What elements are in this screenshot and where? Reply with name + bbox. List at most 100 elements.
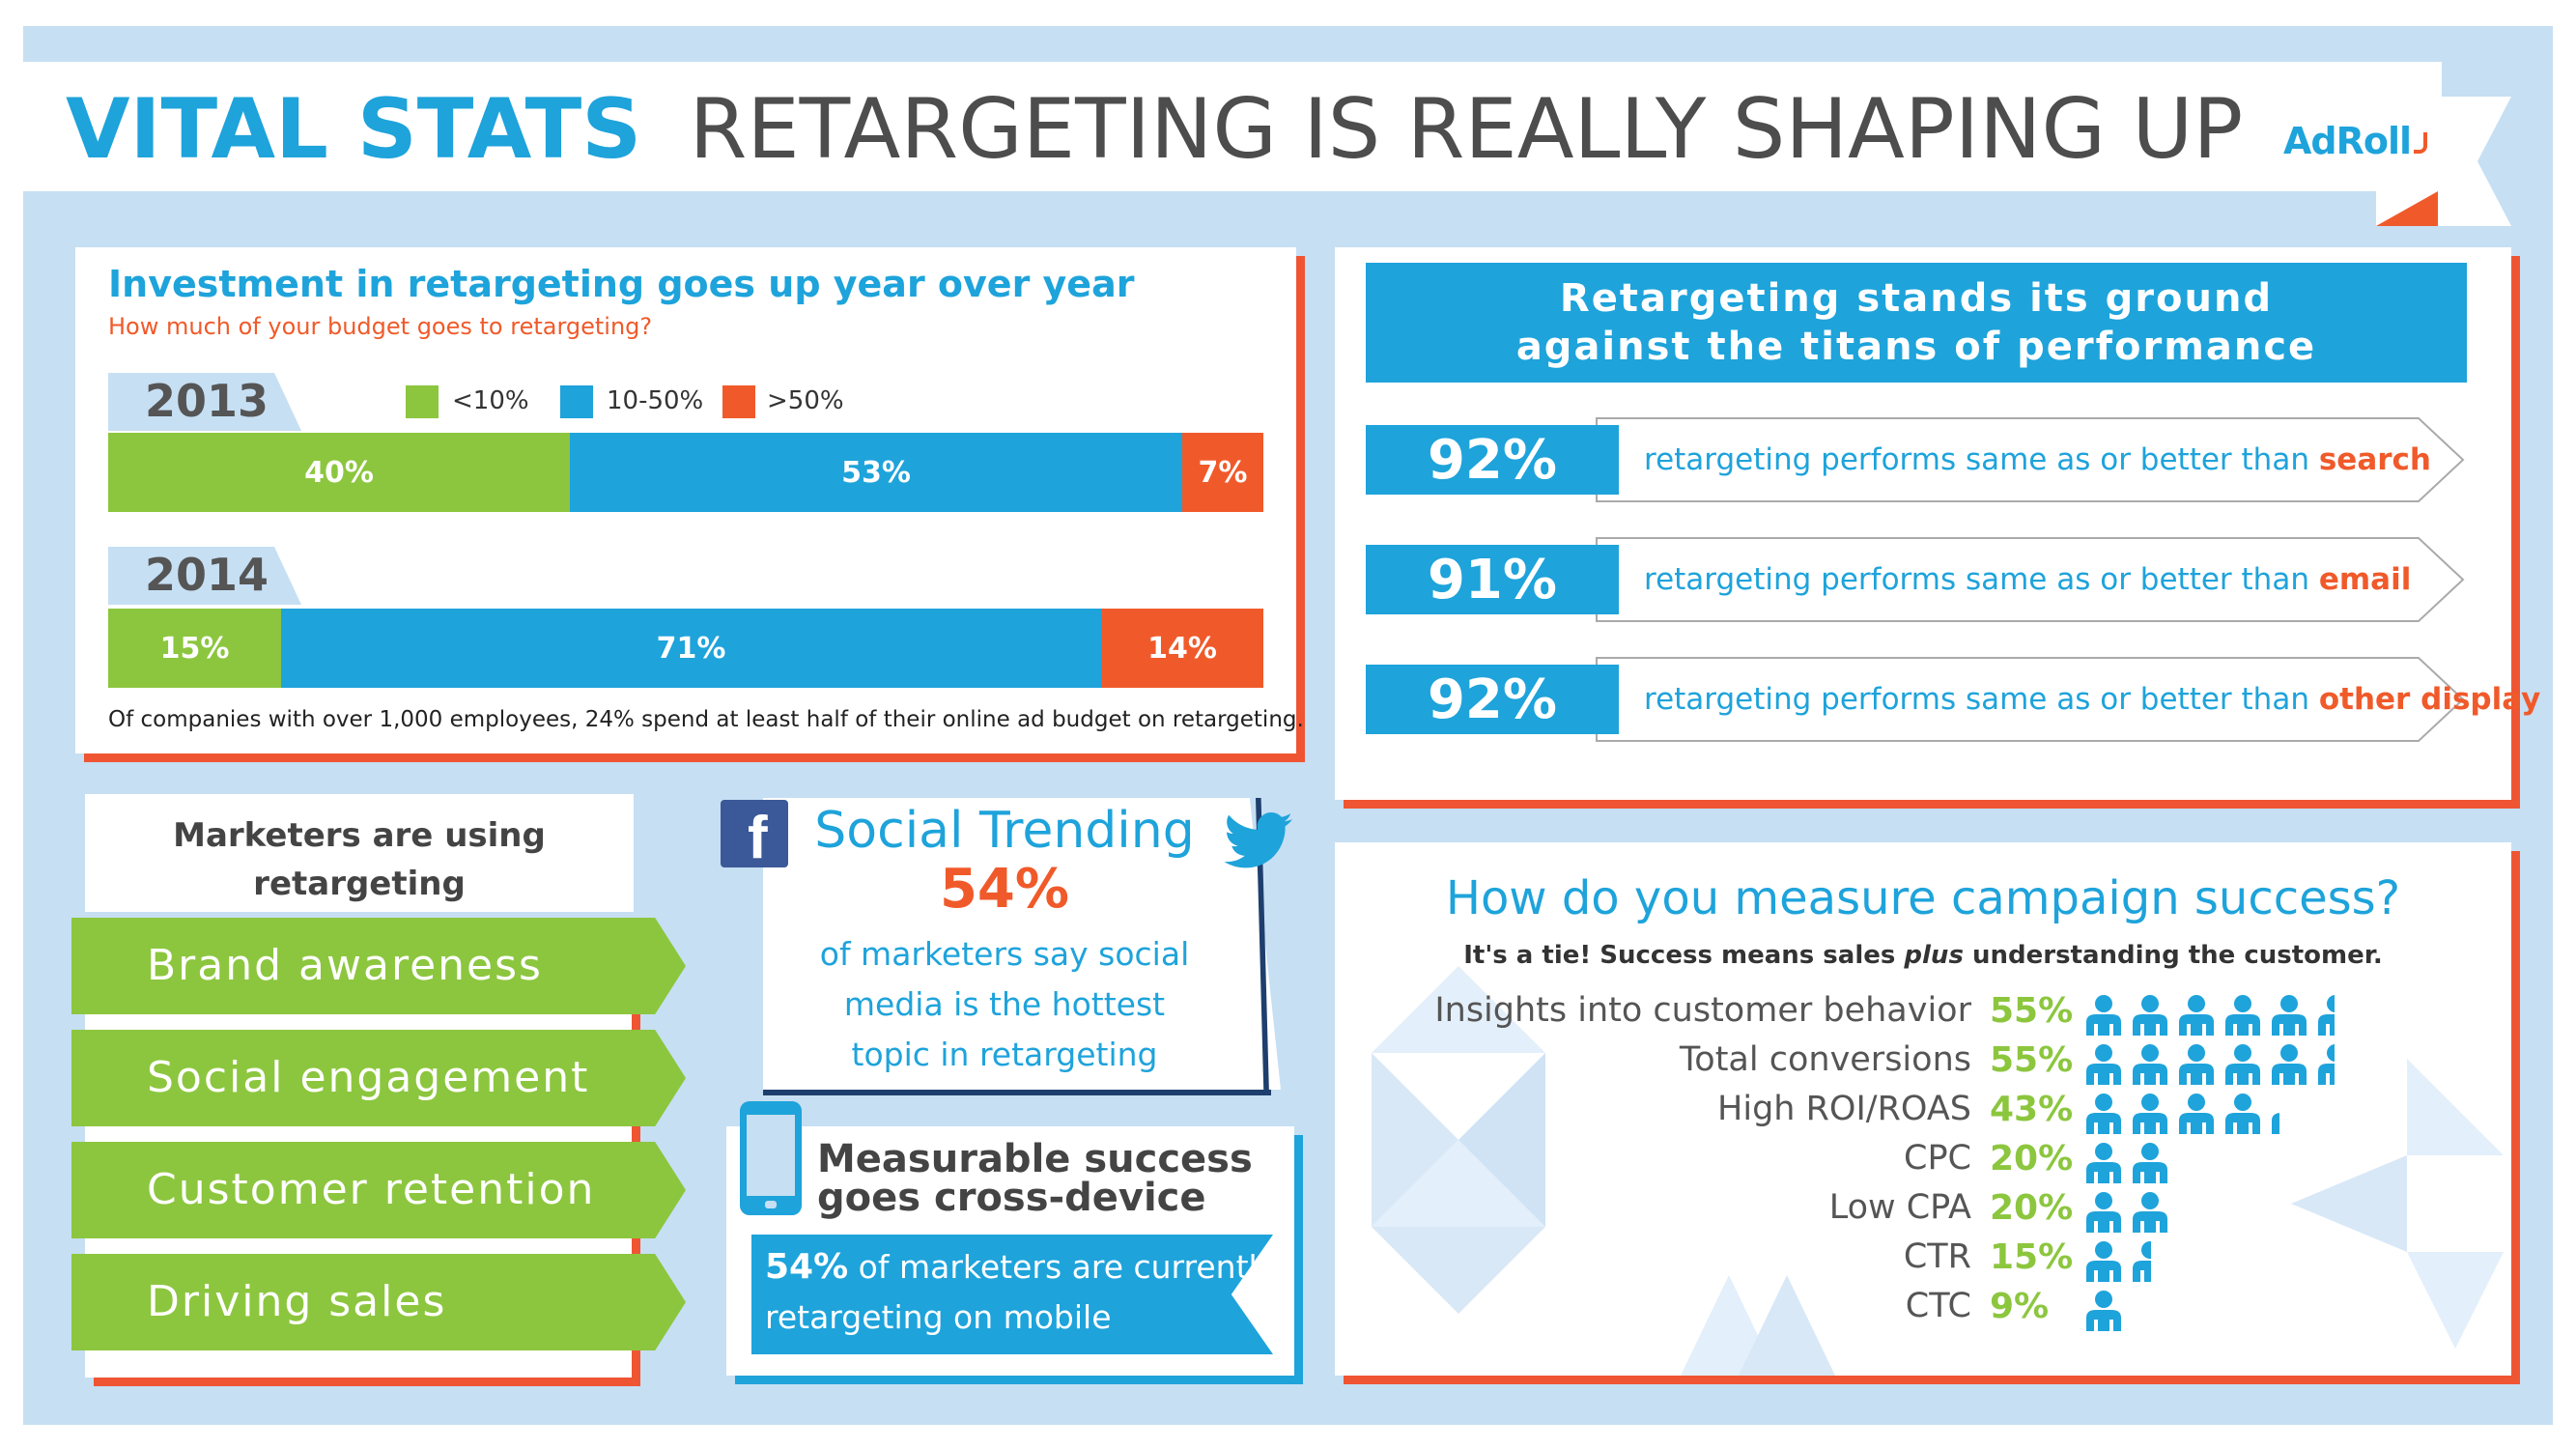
metric-people-icons	[2082, 1092, 2279, 1136]
way-item-social-engagement: Social engagement	[71, 1030, 686, 1126]
metric-people-icons	[2082, 1239, 2151, 1284]
person-icon	[2268, 1092, 2279, 1134]
legend-label-mid: 10-50%	[607, 386, 704, 415]
ways-title-line1: Marketers are using retargeting	[173, 816, 546, 903]
metric-pct: 20%	[1990, 1139, 2074, 1179]
metric-pct: 15%	[1990, 1237, 2074, 1277]
person-icon	[2268, 993, 2310, 1036]
mobile-banner	[751, 1235, 1273, 1354]
performance-header: Retargeting stands its ground against th…	[1366, 263, 2467, 383]
twitter-bird-icon	[1225, 812, 1292, 868]
person-icon	[2082, 1141, 2125, 1183]
header-title-bold: VITAL STATS	[66, 81, 642, 178]
metric-pct: 9%	[1990, 1287, 2050, 1326]
metric-label: Total conversions	[1679, 1040, 1971, 1079]
person-icon	[2314, 993, 2335, 1036]
measure-title: How do you measure campaign success?	[1445, 871, 2401, 925]
bar-row-2013: 40% 53% 7%	[108, 433, 1263, 512]
investment-footnote: Of companies with over 1,000 employees, …	[108, 707, 1304, 732]
person-icon	[2222, 993, 2264, 1036]
bar-2013-mid: 53%	[570, 433, 1182, 512]
person-icon	[2129, 1042, 2171, 1085]
person-icon	[2175, 993, 2218, 1036]
social-text-line2: media is the hottest	[843, 985, 1166, 1023]
metric-pct: 20%	[1990, 1188, 2074, 1228]
person-icon	[2129, 1239, 2151, 1282]
person-icon	[2222, 1042, 2264, 1085]
header-banner	[23, 62, 2442, 191]
performance-title-line2: against the titans of performance	[1515, 325, 2317, 369]
metric-label: CPC	[1904, 1139, 1971, 1178]
measure-subtitle: It's a tie! Success means sales plus und…	[1463, 941, 2383, 970]
ways-panel	[85, 794, 634, 912]
metric-label: High ROI/ROAS	[1717, 1090, 1971, 1128]
mobile-text-line1: of marketers are currently	[858, 1248, 1277, 1286]
metric-people-icons	[2082, 1190, 2174, 1235]
way-item-brand-awareness: Brand awareness	[71, 918, 686, 1014]
mobile-pct: 54%	[765, 1247, 849, 1287]
metric-people-icons	[2082, 1042, 2335, 1087]
mobile-title: Measurable success goes cross-device	[817, 1140, 1253, 1217]
metric-label: CTR	[1903, 1237, 1971, 1276]
legend-label-high: >50%	[767, 386, 844, 415]
header-title-light: RETARGETING IS REALLY SHAPING UP	[689, 81, 2244, 178]
social-panel	[763, 798, 1281, 1090]
investment-subtitle: How much of your budget goes to retarget…	[108, 313, 653, 340]
decorative-triangles-bottom	[1681, 1275, 1835, 1376]
header-title: VITAL STATS RETARGETING IS REALLY SHAPIN…	[66, 81, 2243, 178]
bar-row-2014: 15% 71% 14%	[108, 609, 1263, 688]
metric-label: Insights into customer behavior	[1434, 991, 1971, 1030]
person-icon	[2175, 1092, 2218, 1134]
way-item-customer-retention: Customer retention	[71, 1142, 686, 1238]
metric-people-icons	[2082, 1289, 2124, 1333]
metric-pct: 55%	[1990, 991, 2074, 1031]
way-item-driving-sales: Driving sales	[71, 1254, 686, 1350]
year-tab-2014: 2014	[108, 547, 301, 605]
facebook-icon: f	[721, 800, 788, 871]
social-text: of marketers say social media is the hot…	[763, 929, 1246, 1080]
mobile-title-line2: goes cross-device	[817, 1176, 1206, 1220]
person-icon	[2082, 1092, 2125, 1134]
person-icon	[2314, 1042, 2335, 1085]
metric-people-icons	[2082, 993, 2335, 1037]
mobile-text-line2: retargeting on mobile	[765, 1298, 1112, 1336]
person-icon	[2082, 1190, 2125, 1233]
metric-pct: 55%	[1990, 1040, 2074, 1080]
person-icon	[2082, 993, 2125, 1036]
person-icon	[2129, 1141, 2171, 1183]
decorative-triangles-left	[1372, 966, 1545, 1314]
bar-2014-low: 15%	[108, 609, 281, 688]
bar-2014-mid: 71%	[281, 609, 1101, 688]
bar-2013-high: 7%	[1182, 433, 1263, 512]
perf-text-search: retargeting performs same as or better t…	[1644, 442, 2431, 477]
mobile-text: 54% of marketers are currently retargeti…	[765, 1242, 1276, 1343]
metric-people-icons	[2082, 1141, 2174, 1185]
social-text-line3: topic in retargeting	[851, 1036, 1158, 1073]
mobile-title-line1: Measurable success	[817, 1137, 1253, 1181]
person-icon	[2222, 1092, 2264, 1134]
person-icon	[2082, 1239, 2125, 1282]
social-title: Social Trending	[814, 802, 1195, 860]
person-icon	[2129, 993, 2171, 1036]
person-icon	[2129, 1190, 2171, 1233]
year-tab-2013: 2013	[108, 373, 301, 431]
social-pct: 54%	[939, 858, 1070, 921]
metric-pct: 43%	[1990, 1090, 2074, 1129]
perf-pct-search: 92%	[1366, 425, 1619, 495]
smartphone-icon	[740, 1101, 802, 1215]
person-icon	[2082, 1042, 2125, 1085]
person-icon	[2129, 1092, 2171, 1134]
decorative-triangles-right	[2291, 1059, 2504, 1349]
legend-swatch-mid	[560, 385, 593, 418]
social-text-line1: of marketers say social	[819, 935, 1190, 973]
investment-title: Investment in retargeting goes up year o…	[108, 263, 1135, 305]
perf-pct-display: 92%	[1366, 665, 1619, 734]
legend-swatch-high	[722, 385, 755, 418]
perf-text-display: retargeting performs same as or better t…	[1644, 682, 2541, 717]
bar-2014-high: 14%	[1101, 609, 1263, 688]
perf-text-email: retargeting performs same as or better t…	[1644, 562, 2412, 597]
social-panel-bottom	[763, 1090, 1271, 1095]
legend-swatch-low	[406, 385, 439, 418]
bar-2013-low: 40%	[108, 433, 570, 512]
